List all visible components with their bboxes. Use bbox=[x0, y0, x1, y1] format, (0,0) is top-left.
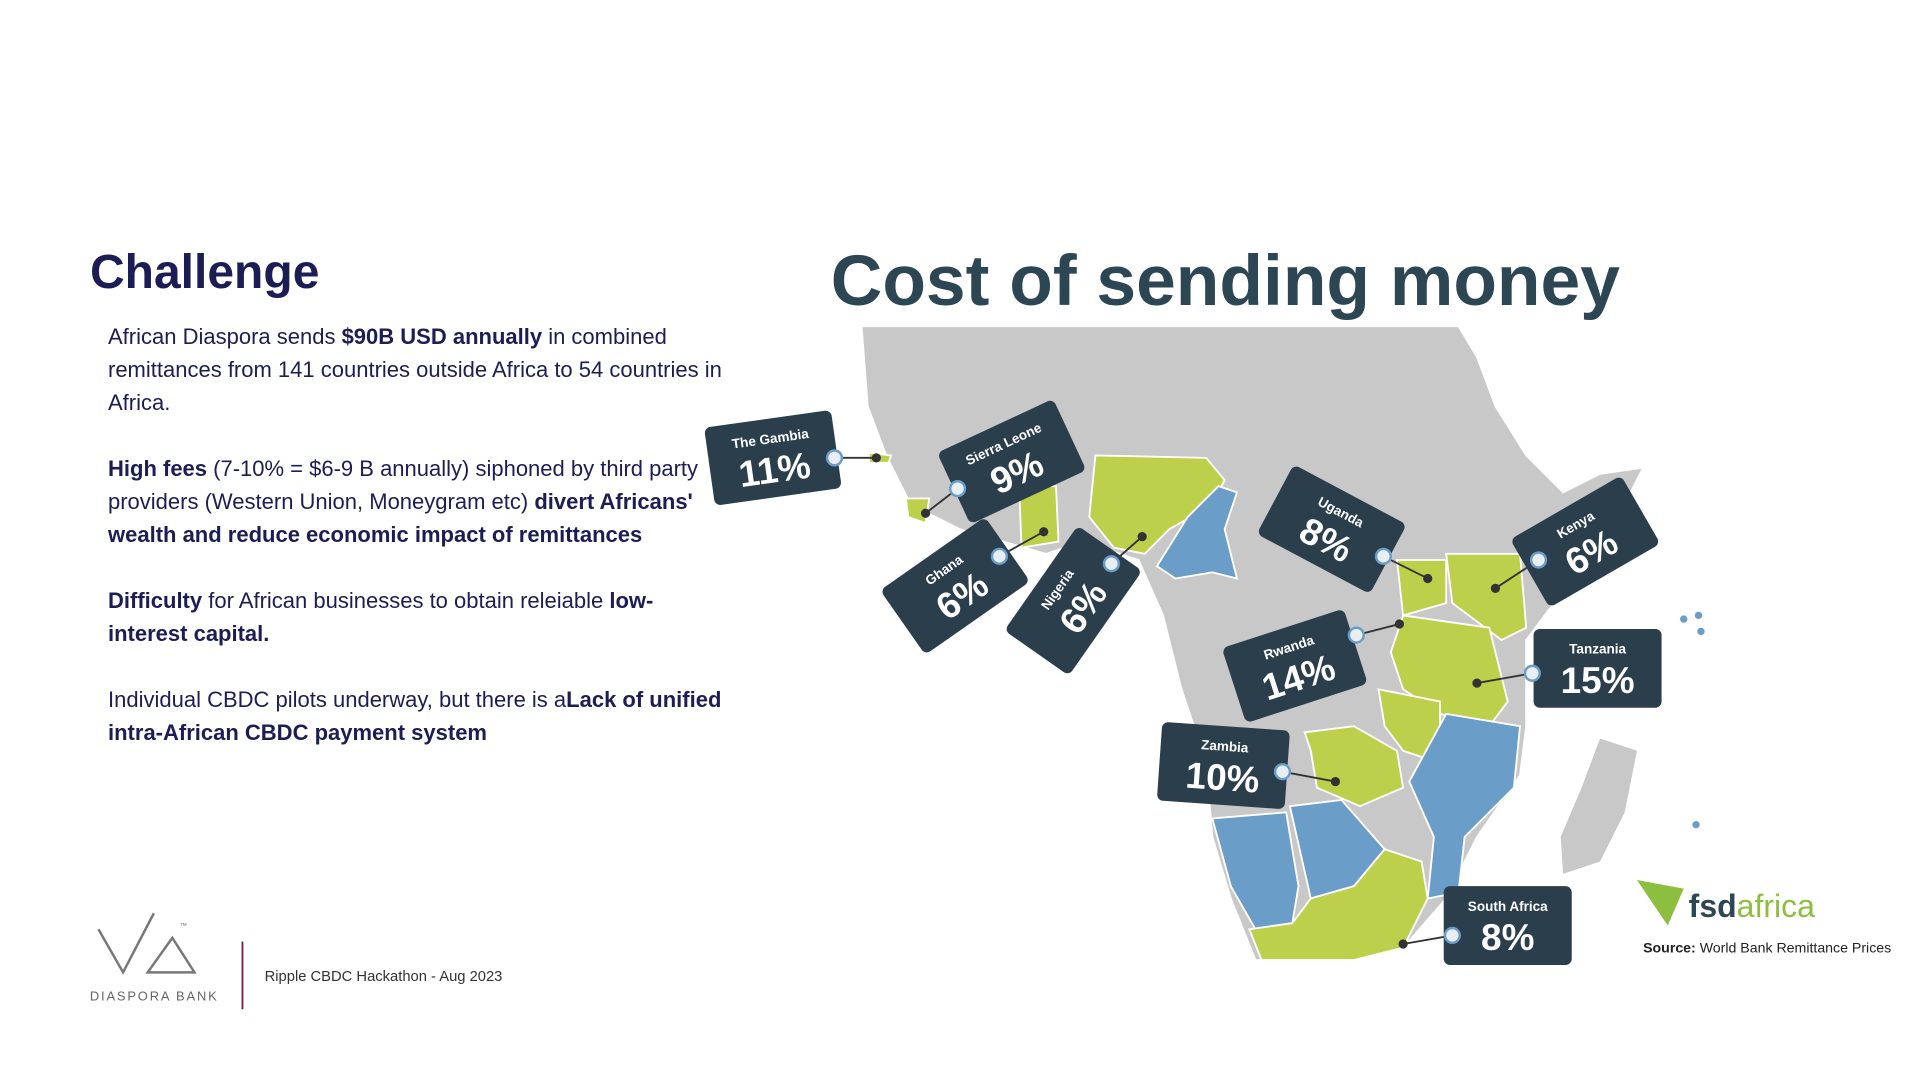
paragraph: High fees (7-10% = $6-9 B annually) siph… bbox=[108, 452, 730, 551]
paragraph: Difficulty for African businesses to obt… bbox=[108, 584, 730, 650]
tag-body bbox=[704, 410, 842, 505]
tag-body bbox=[1223, 610, 1367, 722]
tag-country: South Africa bbox=[1468, 899, 1548, 914]
countries bbox=[868, 451, 1528, 961]
paragraph: Individual CBDC pilots underway, but the… bbox=[108, 683, 730, 749]
fsd-logo-part: africa bbox=[1737, 888, 1815, 924]
islands bbox=[1680, 611, 1705, 829]
bold-text: Difficulty bbox=[108, 588, 203, 613]
source: Source: World Bank Remittance Prices bbox=[1643, 940, 1891, 956]
event-name: Ripple CBDC Hackathon - Aug 2023 bbox=[265, 969, 503, 985]
tag-body bbox=[1533, 628, 1662, 708]
bold-text: $90B USD annually bbox=[341, 324, 543, 349]
tag-body bbox=[939, 400, 1085, 523]
brand-name: DIASPORA BANK bbox=[90, 989, 219, 1004]
tag-country: Zambia bbox=[1201, 737, 1250, 755]
madagascar bbox=[1560, 738, 1637, 874]
price-tag: Tanzania 15% bbox=[1533, 628, 1662, 708]
fsd-logo: fsdafrica bbox=[1689, 888, 1815, 924]
text: for African businesses to obtain releiab… bbox=[202, 588, 610, 613]
challenge-panel: Challenge African Diaspora sends $90B US… bbox=[90, 245, 730, 782]
fsd-logo-part: fsd bbox=[1689, 888, 1737, 924]
tag-holes bbox=[825, 449, 1548, 945]
trademark: ™ bbox=[180, 921, 187, 930]
brand-logo bbox=[97, 912, 197, 975]
source-label: Source: bbox=[1643, 940, 1696, 956]
text: African Diaspora sends bbox=[108, 324, 342, 349]
bold-text: low-interest capital. bbox=[108, 588, 654, 646]
tag-cost: 11% bbox=[736, 445, 813, 496]
tag-cost: 8% bbox=[1481, 917, 1534, 958]
paragraph: African Diaspora sends $90B USD annually… bbox=[108, 320, 730, 419]
tag-country: Tanzania bbox=[1569, 642, 1626, 657]
text: in combined remittances from 141 countri… bbox=[108, 324, 722, 415]
map-title: Cost of sending money bbox=[831, 241, 1620, 321]
source-text: World Bank Remittance Prices bbox=[1700, 940, 1891, 956]
tag-body bbox=[1512, 477, 1659, 606]
text: (7-10% = $6-9 B annually) siphoned by th… bbox=[108, 456, 699, 514]
paragraphs: African Diaspora sends $90B USD annually… bbox=[108, 320, 730, 749]
tag-body bbox=[1258, 466, 1405, 592]
tag-body bbox=[1157, 722, 1290, 809]
tag-body bbox=[882, 519, 1028, 653]
bold-text: divert Africans' wealth and reduce econo… bbox=[108, 489, 693, 547]
tag-cost: 10% bbox=[1184, 755, 1261, 801]
tag-body bbox=[1443, 886, 1572, 965]
bold-text: Lack of unified intra-African CBDC payme… bbox=[108, 687, 722, 745]
bold-text: High fees bbox=[108, 456, 208, 481]
heading: Challenge bbox=[90, 246, 320, 299]
text: Individual CBDC pilots underway, but the… bbox=[108, 687, 567, 712]
tag-cost: 15% bbox=[1561, 660, 1635, 701]
price-tag: South Africa 8% bbox=[1443, 886, 1572, 965]
fsd-logo-mark bbox=[1636, 880, 1684, 926]
